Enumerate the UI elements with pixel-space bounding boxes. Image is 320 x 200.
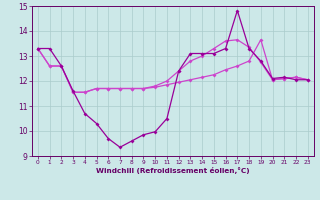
X-axis label: Windchill (Refroidissement éolien,°C): Windchill (Refroidissement éolien,°C) bbox=[96, 167, 250, 174]
